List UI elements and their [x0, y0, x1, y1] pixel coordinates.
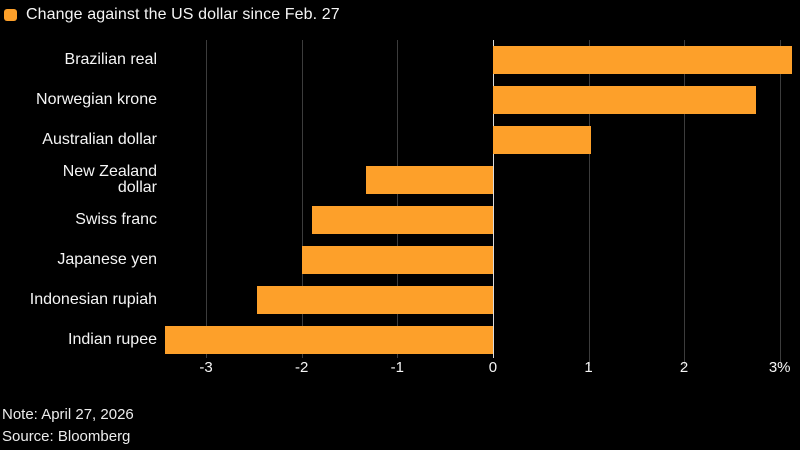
gridline-2: [684, 40, 686, 366]
chart-footer: Note: April 27, 2026 Source: Bloomberg: [2, 404, 134, 448]
gridline--3: [206, 40, 208, 358]
source-text: Source: Bloomberg: [2, 428, 131, 445]
category-label-new-zealand-dollar: New Zealand dollar: [62, 163, 157, 196]
x-tick-label-3-: 3%: [768, 359, 791, 376]
category-label-norwegian-krone: Norwegian krone: [36, 91, 157, 108]
x-tick-label-0: 0: [488, 359, 498, 376]
x-tick-label--2: -2: [295, 359, 309, 376]
gridline--1: [397, 40, 399, 358]
bar-japanese-yen: [301, 246, 493, 274]
legend: Change against the US dollar since Feb. …: [4, 6, 340, 24]
chart-title: Change against the US dollar since Feb. …: [26, 6, 340, 23]
category-label-swiss-franc: Swiss franc: [75, 211, 157, 228]
bar-indian-rupee: [165, 326, 493, 354]
bar-norwegian-krone: [492, 86, 756, 114]
x-axis-labels: -3 -2 -1 0 1 2 3%: [0, 360, 800, 378]
category-label-indian-rupee: Indian rupee: [68, 331, 157, 348]
x-tick-label-1: 1: [584, 359, 593, 376]
bar-indonesian-rupiah: [256, 286, 493, 314]
category-label-japanese-yen: Japanese yen: [57, 251, 157, 268]
category-label-indonesian-rupiah: Indonesian rupiah: [29, 291, 157, 308]
bar-brazilian-real: [492, 46, 793, 74]
legend-swatch-icon: [4, 9, 17, 21]
bar-swiss-franc: [312, 206, 493, 234]
category-label-australian-dollar: Australian dollar: [42, 131, 157, 148]
x-tick-label-2: 2: [679, 359, 689, 376]
bar-australian-dollar: [492, 126, 592, 154]
gridline-1: [588, 40, 590, 366]
zero-axis-line: [492, 40, 494, 358]
x-tick-label--1: -1: [390, 359, 404, 376]
x-tick-label--3: -3: [199, 359, 213, 376]
gridline-3: [779, 40, 781, 366]
category-label-brazilian-real: Brazilian real: [64, 51, 157, 68]
bar-new-zealand-dollar: [365, 166, 493, 194]
gridline--2: [301, 40, 303, 358]
note-text: Note: April 27, 2026: [2, 406, 134, 423]
plot-area: [165, 40, 795, 366]
